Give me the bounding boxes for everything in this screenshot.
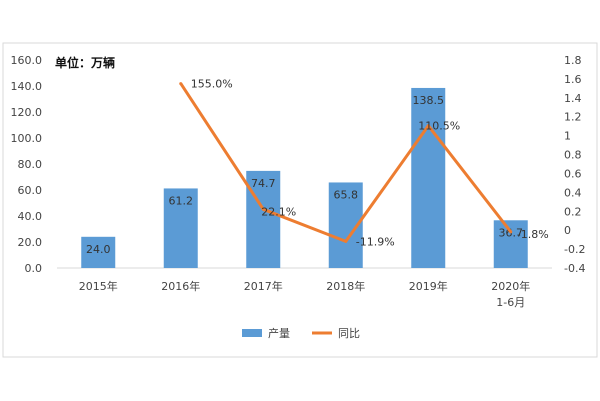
right-tick-label: 0.8 — [564, 149, 582, 162]
bar-data-label: 74.7 — [251, 177, 276, 190]
category-label: 2015年 — [79, 279, 118, 293]
line-data-label: -11.9% — [356, 235, 395, 248]
bar-data-label: 24.0 — [86, 243, 111, 256]
bar-data-label: 65.8 — [334, 188, 359, 201]
right-tick-label: 1.2 — [564, 111, 582, 124]
legend-swatch-bar — [242, 329, 262, 337]
legend-label-bar: 产量 — [268, 326, 290, 340]
line-data-label: 110.5% — [418, 120, 460, 133]
line-point — [344, 240, 347, 243]
left-tick-label: 140.0 — [11, 80, 43, 93]
right-tick-label: 1 — [564, 130, 571, 143]
line-point — [179, 82, 182, 85]
left-tick-label: 100.0 — [11, 132, 43, 145]
chart-border — [3, 43, 597, 357]
right-tick-label: -0.4 — [564, 262, 585, 275]
left-tick-label: 80.0 — [18, 158, 43, 171]
category-sublabel: 1-6月 — [496, 296, 525, 309]
line-point — [509, 230, 512, 233]
category-label: 2018年 — [326, 279, 365, 293]
category-label: 2020年 — [491, 279, 530, 293]
left-tick-label: 120.0 — [11, 106, 43, 119]
right-tick-label: 0.2 — [564, 205, 582, 218]
right-tick-label: 0.4 — [564, 186, 582, 199]
category-label: 2017年 — [244, 279, 283, 293]
right-tick-label: 1.4 — [564, 92, 582, 105]
category-label: 2019年 — [409, 279, 448, 293]
bar-data-label: 61.2 — [169, 194, 194, 207]
legend-label-line: 同比 — [338, 327, 360, 340]
left-tick-label: 60.0 — [18, 184, 43, 197]
line-data-label: 22.1% — [261, 205, 296, 218]
right-tick-label: -0.2 — [564, 243, 585, 256]
bar — [411, 88, 445, 268]
left-tick-label: 0.0 — [25, 262, 43, 275]
right-tick-label: 0 — [564, 224, 571, 237]
left-tick-label: 40.0 — [18, 210, 43, 223]
unit-label: 单位：万辆 — [55, 55, 115, 70]
right-tick-label: 1.6 — [564, 73, 582, 86]
bar-data-label: 138.5 — [413, 94, 445, 107]
line-data-label: -1.8% — [517, 228, 549, 241]
right-tick-label: 1.8 — [564, 54, 582, 67]
left-tick-label: 160.0 — [11, 54, 43, 67]
line-data-label: 155.0% — [191, 78, 233, 91]
category-label: 2016年 — [161, 279, 200, 293]
right-tick-label: 0.6 — [564, 167, 582, 180]
left-tick-label: 20.0 — [18, 236, 43, 249]
